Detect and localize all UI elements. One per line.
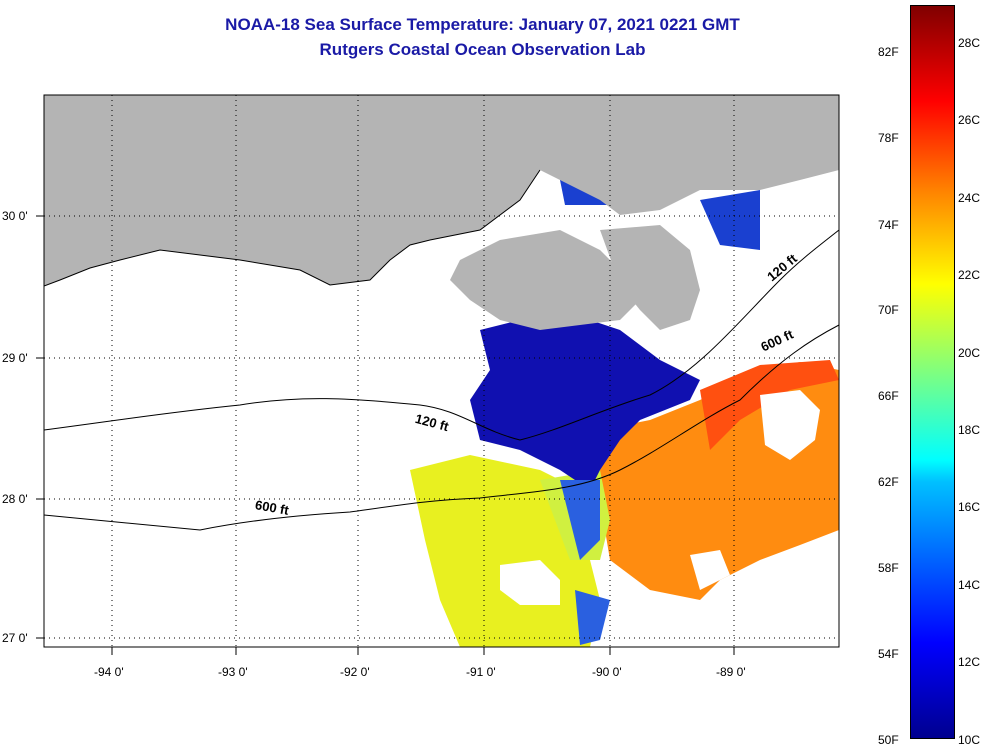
colorbar-c-label: 16C [958, 500, 981, 514]
colorbar-f-label: 54F [878, 647, 899, 661]
colorbar-f-label: 82F [878, 45, 899, 59]
colorbar-c-label: 22C [958, 268, 981, 282]
map-subtitle: Rutgers Coastal Ocean Observation Lab [319, 40, 646, 59]
lat-label: 29 0' [2, 351, 28, 365]
map-title: NOAA-18 Sea Surface Temperature: January… [225, 15, 740, 34]
colorbar-c-label: 26C [958, 113, 981, 127]
colorbar-f-label: 62F [878, 475, 899, 489]
colorbar-f-label: 66F [878, 389, 899, 403]
colorbar-f-label: 70F [878, 303, 899, 317]
colorbar-c-label: 24C [958, 191, 981, 205]
colorbar-f-label: 58F [878, 561, 899, 575]
colorbar-f-label: 78F [878, 131, 899, 145]
lon-label: -90 0' [592, 665, 622, 679]
colorbar-c-label: 12C [958, 655, 981, 669]
colorbar-c-label: 14C [958, 578, 981, 592]
colorbar-f-label: 50F [878, 733, 899, 747]
colorbar-f-label: 74F [878, 218, 899, 232]
lon-label: -93 0' [218, 665, 248, 679]
lat-label: 30 0' [2, 209, 28, 223]
lat-label: 27 0' [2, 631, 28, 645]
colorbar-c-label: 18C [958, 423, 981, 437]
lon-label: -92 0' [340, 665, 370, 679]
colorbar-c-label: 10C [958, 733, 981, 747]
lon-label: -91 0' [466, 665, 496, 679]
lon-label: -89 0' [716, 665, 746, 679]
land-mass [44, 95, 839, 286]
axis-ticks [36, 215, 735, 655]
colorbar-c-label: 20C [958, 346, 981, 360]
graticule [44, 95, 839, 647]
colorbar-c-label: 28C [958, 36, 981, 50]
lat-label: 28 0' [2, 492, 28, 506]
lon-label: -94 0' [94, 665, 124, 679]
sst-swath [410, 175, 839, 647]
colorbar [910, 5, 955, 739]
